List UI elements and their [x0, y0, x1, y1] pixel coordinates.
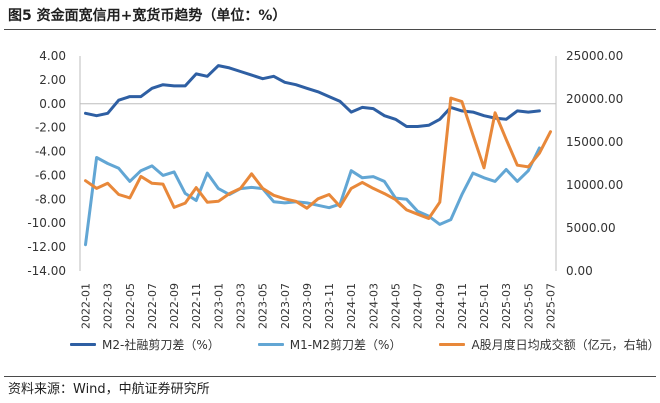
x-tick-label: 2025-01: [478, 283, 491, 329]
y-right-tick-label: 25000.00: [566, 49, 623, 63]
legend-label-m1m2: M1-M2剪刀差（%）: [289, 337, 402, 352]
x-tick-label: 2023-11: [323, 283, 336, 329]
y-left-tick-label: 2.00: [39, 73, 66, 87]
x-tick-label: 2023-09: [301, 283, 314, 329]
y-left-tick-label: -4.00: [35, 145, 66, 159]
y-left-tick-label: -8.00: [35, 192, 66, 206]
y-tick-labels: 4.00 2.00 0.00 -2.00 -4.00 -6.00 -8.00 -10.00 -1…: [27, 49, 623, 278]
legend-item-m2: M2-社融剪刀差（%）: [70, 336, 220, 353]
x-tick-label: 2023-01: [212, 283, 225, 329]
legend-label-turnover: A股月度日均成交额（亿元，右轴）: [471, 337, 660, 352]
y-left-tick-label: -12.00: [27, 240, 66, 254]
axes-layer: [79, 56, 557, 271]
x-tick-label: 2022-09: [168, 283, 181, 329]
title-divider: [4, 29, 656, 30]
x-tick-label: 2025-05: [522, 283, 535, 329]
x-tick-label: 2022-03: [102, 283, 115, 329]
y-right-tick-label: 10000.00: [566, 178, 623, 192]
x-tick-label: 2024-01: [345, 283, 358, 329]
y-right-tick-label: 5000.00: [566, 221, 616, 235]
x-tick-label: 2022-05: [124, 283, 137, 329]
series-line-m1-m2-spread: [84, 146, 541, 247]
legend-item-m1m2: M1-M2剪刀差（%）: [257, 336, 402, 353]
x-tick-label: 2022-11: [190, 283, 203, 329]
y-left-tick-label: 0.00: [39, 97, 66, 111]
x-tick-label: 2024-03: [367, 283, 380, 329]
y-right-tick-label: 15000.00: [566, 135, 623, 149]
legend-swatch-m1m2: [257, 342, 284, 346]
legend-swatch-m2: [70, 342, 96, 346]
series-line-a-share-turnover: [84, 96, 552, 220]
x-tick-label: 2024-07: [412, 283, 425, 329]
x-tick-label: 2024-09: [434, 283, 447, 329]
series-line-m2-tsf-spread: [84, 64, 541, 128]
legend-label-m2: M2-社融剪刀差（%）: [102, 337, 220, 352]
x-tick-label: 2024-11: [456, 283, 469, 329]
y-right-tick-label: 0.00: [566, 264, 593, 278]
x-tick-label: 2023-03: [235, 283, 248, 329]
source-note: 资料来源：Wind，中航证券研究所: [8, 382, 210, 397]
x-tick-label: 2024-05: [389, 283, 402, 329]
source-divider: [4, 376, 656, 377]
y-left-tick-label: -10.00: [27, 216, 66, 230]
x-tick-label: 2023-05: [257, 283, 270, 329]
x-tick-label: 2023-07: [279, 283, 292, 329]
y-left-tick-label: 4.00: [39, 49, 66, 63]
series-layer: [84, 64, 552, 247]
y-left-tick-label: -2.00: [35, 121, 66, 135]
legend-item-turnover: A股月度日均成交额（亿元，右轴）: [439, 336, 660, 353]
y-left-tick-label: -6.00: [35, 168, 66, 182]
x-tick-label: 2022-07: [146, 283, 159, 329]
x-tick-label: 2025-07: [544, 283, 557, 329]
legend-swatch-turnover: [439, 342, 466, 346]
x-tick-label: 2025-03: [500, 283, 513, 329]
x-tick-labels: 2022-01 2022-03 2022-05 2022-07 2022-09 2022-…: [80, 283, 558, 329]
y-right-tick-label: 20000.00: [566, 92, 623, 106]
y-left-tick-label: -14.00: [27, 264, 66, 278]
x-tick-label: 2022-01: [80, 283, 93, 329]
chart-legend: M2-社融剪刀差（%） M1-M2剪刀差（%） A股月度日均成交额（亿元，右轴）: [70, 333, 660, 355]
figure-title: 图5 资金面宽信用+宽货币趋势（单位：%）: [8, 8, 287, 24]
